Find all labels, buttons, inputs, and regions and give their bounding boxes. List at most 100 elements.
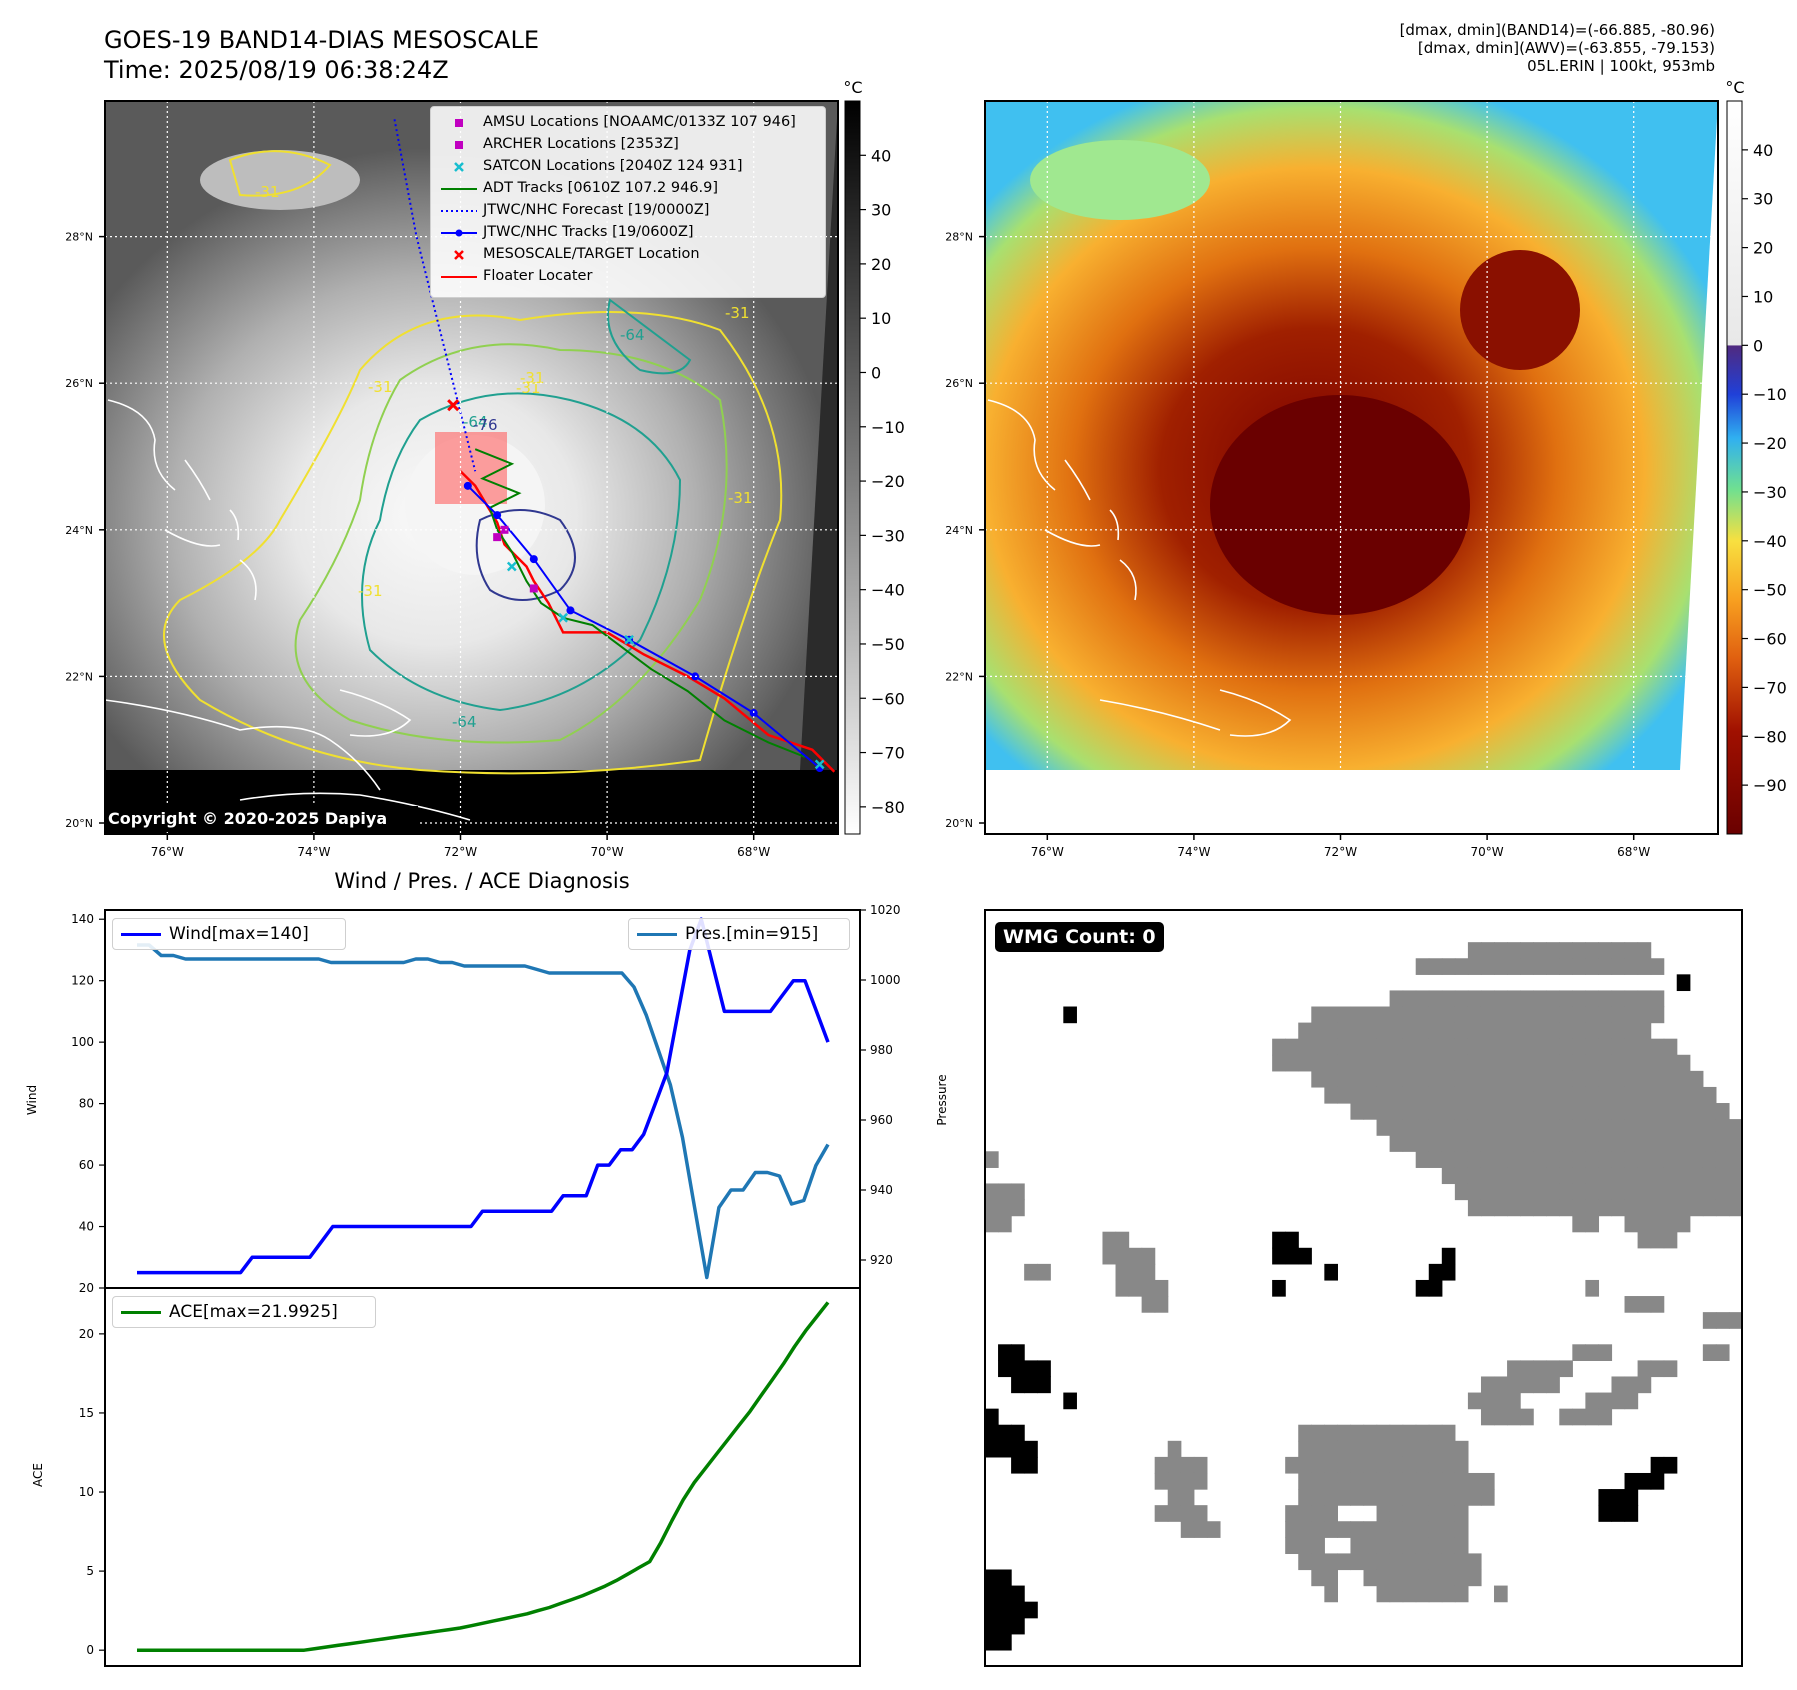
contour-label-8: -64 (452, 713, 477, 731)
legend-archer-label: ARCHER Locations [2353Z] (483, 136, 679, 152)
wmg-cell (1650, 1135, 1665, 1152)
wmg-cell (1428, 1038, 1443, 1056)
wmg-cell (1533, 1022, 1547, 1040)
wmg-cell (1637, 1086, 1652, 1104)
wmg-cell (1533, 990, 1547, 1008)
wmg-cell (1480, 1070, 1495, 1088)
wmg-cell (1324, 1006, 1338, 1024)
wmg-cell (1546, 1376, 1560, 1394)
wmg-cell (1428, 1569, 1443, 1587)
wmg-cell (1402, 1585, 1417, 1603)
wmg-cell (1598, 1344, 1613, 1361)
wmg-cell (985, 1183, 999, 1201)
ir-cloud-band-north (200, 150, 360, 210)
wind-tick-label-2: 60 (79, 1158, 94, 1172)
colorbar-left-unit: °C (843, 78, 862, 97)
satcon-marker-0 (558, 612, 569, 623)
wmg-cell (1559, 1038, 1573, 1056)
wmg-cell (1415, 1505, 1430, 1522)
wmg-cell (1650, 1006, 1665, 1024)
wmg-cell (1480, 1376, 1495, 1394)
wmg-cell (1467, 1070, 1482, 1088)
wmg-cell (1533, 1376, 1547, 1394)
wmg-cell (1598, 958, 1613, 975)
wmg-cell (1676, 1183, 1691, 1201)
wmg-cell (1376, 1553, 1391, 1571)
wmg-cell (1572, 958, 1586, 975)
wmg-cell (1624, 1086, 1639, 1104)
wmg-cell (1363, 1103, 1378, 1120)
wmg-cell (1572, 1006, 1586, 1024)
wmg-cell (1389, 1054, 1404, 1072)
wmg-cell (1298, 1472, 1312, 1490)
wmg-cell (1546, 1022, 1560, 1040)
wmg-cell (1650, 1472, 1665, 1490)
wmg-cell (1624, 1054, 1639, 1072)
wmg-cell (1572, 942, 1586, 959)
wv-map-ticks: 76°W 74°W 72°W 70°W 68°W 28°N 26°N 24°N 22°N 20°N (945, 231, 1650, 859)
wmg-cell (1467, 1489, 1482, 1506)
wmg-cell (1285, 1054, 1299, 1072)
ir-lat-label-4: 20°N (65, 817, 93, 830)
wmg-cell (1507, 990, 1521, 1008)
wmg-cell (1663, 1151, 1678, 1168)
wmg-cell (1507, 1376, 1521, 1394)
wmg-cell (1637, 1472, 1652, 1490)
wmg-cell (1324, 1521, 1338, 1538)
wmg-cell (1454, 1135, 1469, 1152)
wmg-cell (1520, 1151, 1534, 1168)
wmg-cell (1428, 1424, 1443, 1442)
wind-legend-swatch (121, 933, 161, 936)
wind-tick-label-3: 80 (79, 1097, 94, 1111)
legend-item-archer: ARCHER Locations [2353Z] (431, 135, 825, 155)
wmg-cell (1350, 1472, 1365, 1490)
wmg-cell (1402, 1022, 1417, 1040)
legend-forecast-label: JTWC/NHC Forecast [19/0000Z] (483, 202, 710, 218)
wmg-cell (1324, 1038, 1338, 1056)
wmg-cell (1285, 1231, 1299, 1249)
wmg-cell (1402, 1038, 1417, 1056)
jtwc-track-point-5 (529, 555, 538, 564)
cbar-right-tick-label-1: 30 (1753, 190, 1773, 209)
wmg-cell (1272, 1279, 1286, 1297)
wmg-cell (1363, 1054, 1378, 1072)
pressure-tick-label-2: 960 (870, 1113, 893, 1127)
wmg-cell (1637, 1054, 1652, 1072)
wind-legend-label: Wind[max=140] (169, 924, 309, 944)
wmg-cell (1102, 1247, 1117, 1265)
cbar-left-tick-label-11: −70 (871, 744, 905, 763)
wmg-cell (1663, 1119, 1678, 1136)
contour-label-9: -31 (358, 582, 383, 600)
legend-item-jtwc-track: JTWC/NHC Tracks [19/0600Z] (431, 223, 825, 243)
wmg-cell (1533, 1360, 1547, 1378)
wmg-cell (1024, 1360, 1038, 1378)
cbar-right-tick-label-5: −10 (1753, 385, 1787, 404)
wmg-cell (1533, 1103, 1547, 1120)
wmg-cell (1585, 1408, 1600, 1426)
wmg-cell (1559, 1022, 1573, 1040)
wmg-cell (1520, 990, 1534, 1008)
pressure-legend-swatch (637, 933, 677, 936)
wmg-cell (1011, 1199, 1025, 1217)
wmg-cell (1689, 1086, 1704, 1104)
wmg-cell (1663, 1167, 1678, 1185)
wmg-cell (1494, 1070, 1508, 1088)
wmg-cell (1311, 1440, 1325, 1458)
wmg-cell (1467, 1392, 1482, 1410)
wmg-cell (1650, 1456, 1665, 1474)
wmg-cell (1533, 1086, 1547, 1104)
wmg-cell (1637, 1119, 1652, 1136)
wmg-cell (1494, 1585, 1508, 1603)
wmg-cell (1467, 1553, 1482, 1571)
wmg-cell (998, 1215, 1012, 1233)
figure-title: GOES-19 BAND14-DIAS MESOSCALE (104, 26, 540, 54)
wmg-cell (1507, 1022, 1521, 1040)
wmg-cell (1494, 1199, 1508, 1217)
cbar-right-tick-label-13: −90 (1753, 776, 1787, 795)
wv-coast-great-inagua (1219, 689, 1292, 737)
wmg-cell (985, 1601, 999, 1619)
wmg-cell (1350, 1521, 1365, 1538)
wmg-cell (1507, 1006, 1521, 1024)
wv-map-panel: 76°W 74°W 72°W 70°W 68°W 28°N 26°N 24°N 22°N 20°N (945, 100, 1719, 859)
wmg-cell (1389, 1038, 1404, 1056)
